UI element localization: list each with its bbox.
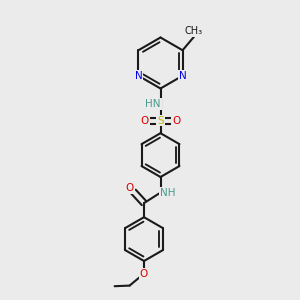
Text: S: S bbox=[157, 116, 164, 126]
Text: O: O bbox=[126, 183, 134, 193]
Text: N: N bbox=[134, 71, 142, 81]
Text: N: N bbox=[179, 71, 187, 81]
Text: CH₃: CH₃ bbox=[185, 26, 203, 36]
Text: HN: HN bbox=[145, 99, 161, 109]
Text: O: O bbox=[140, 268, 148, 279]
Text: O: O bbox=[141, 116, 149, 126]
Text: NH: NH bbox=[160, 188, 176, 198]
Text: O: O bbox=[172, 116, 180, 126]
